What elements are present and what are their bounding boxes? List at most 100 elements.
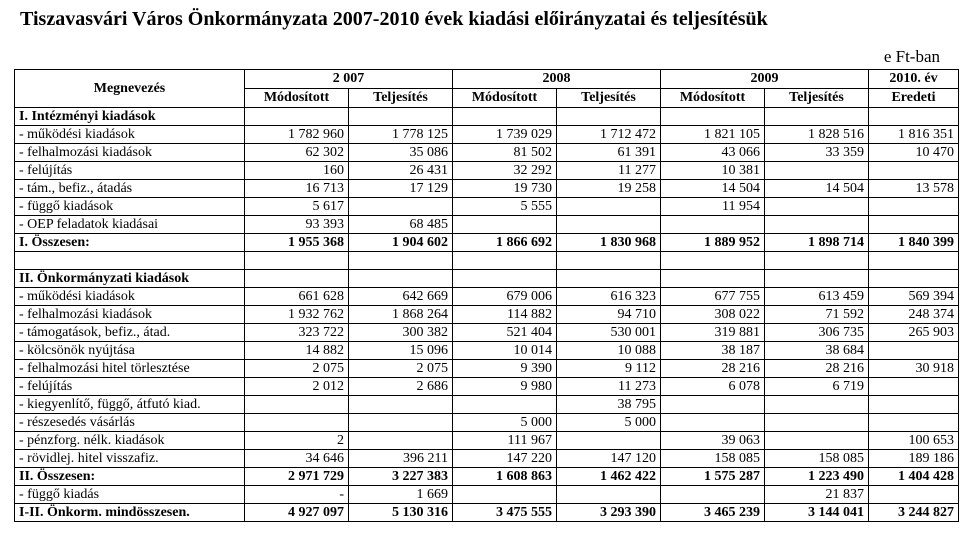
cell: 35 086 (349, 144, 453, 162)
cell (245, 270, 349, 288)
cell (245, 396, 349, 414)
cell: 14 882 (245, 342, 349, 360)
table-row: I. Összesen:1 955 3681 904 6021 866 6921… (15, 234, 959, 252)
cell (765, 198, 869, 216)
cell (453, 252, 557, 270)
table-row: - függő kiadások5 6175 55511 954 (15, 198, 959, 216)
cell: 3 293 390 (557, 504, 661, 522)
row-label: - működési kiadások (15, 126, 245, 144)
cell (765, 270, 869, 288)
cell: 1 462 422 (557, 468, 661, 486)
cell (557, 216, 661, 234)
row-label: I-II. Önkorm. mindösszesen. (15, 504, 245, 522)
cell (765, 216, 869, 234)
cell: 11 273 (557, 378, 661, 396)
cell: 308 022 (661, 306, 765, 324)
cell: 158 085 (765, 450, 869, 468)
cell: 9 980 (453, 378, 557, 396)
cell (765, 414, 869, 432)
cell (453, 486, 557, 504)
table-row: - OEP feladatok kiadásai93 39368 485 (15, 216, 959, 234)
table-row: - felhalmozási kiadások1 932 7621 868 26… (15, 306, 959, 324)
cell: 1 404 428 (869, 468, 959, 486)
cell (453, 108, 557, 126)
cell: 2 (245, 432, 349, 450)
cell: 19 730 (453, 180, 557, 198)
cell (349, 252, 453, 270)
row-label: - felújítás (15, 378, 245, 396)
cell (245, 108, 349, 126)
cell (869, 162, 959, 180)
cell: 14 504 (661, 180, 765, 198)
row-label: II. Önkormányzati kiadások (15, 270, 245, 288)
row-label: - felhalmozási hitel törlesztése (15, 360, 245, 378)
row-label: - felhalmozási kiadások (15, 306, 245, 324)
cell: 319 881 (661, 324, 765, 342)
cell: 265 903 (869, 324, 959, 342)
cell: 1 739 029 (453, 126, 557, 144)
cell: 1 866 692 (453, 234, 557, 252)
cell: 642 669 (349, 288, 453, 306)
table-row: - támogatások, befiz., átad.323 722300 3… (15, 324, 959, 342)
table-row: - felhalmozási hitel törlesztése2 0752 0… (15, 360, 959, 378)
cell: 32 292 (453, 162, 557, 180)
cell: 569 394 (869, 288, 959, 306)
table-row: II. Összesen:2 971 7293 227 3831 608 863… (15, 468, 959, 486)
cell: 71 592 (765, 306, 869, 324)
cell (765, 432, 869, 450)
cell: 5 000 (453, 414, 557, 432)
cell: 33 359 (765, 144, 869, 162)
cell (349, 432, 453, 450)
cell: 94 710 (557, 306, 661, 324)
table-row: - függő kiadás-1 66921 837 (15, 486, 959, 504)
row-label: - kiegyenlítő, függő, átfutó kiad. (15, 396, 245, 414)
cell: 616 323 (557, 288, 661, 306)
cell: 160 (245, 162, 349, 180)
cell: 26 431 (349, 162, 453, 180)
cell: 43 066 (661, 144, 765, 162)
cell: 3 227 383 (349, 468, 453, 486)
cell: 28 216 (661, 360, 765, 378)
cell: 17 129 (349, 180, 453, 198)
cell (661, 414, 765, 432)
cell: 613 459 (765, 288, 869, 306)
cell (557, 198, 661, 216)
cell: 111 967 (453, 432, 557, 450)
cell: 3 465 239 (661, 504, 765, 522)
row-label: - kölcsönök nyújtása (15, 342, 245, 360)
table-row: - tám., befiz., átadás16 71317 12919 730… (15, 180, 959, 198)
cell: 1 712 472 (557, 126, 661, 144)
cell (869, 270, 959, 288)
cell: 61 391 (557, 144, 661, 162)
cell: 11 954 (661, 198, 765, 216)
table-row: - pénzforg. nélk. kiadások2111 96739 063… (15, 432, 959, 450)
page-title: Tiszavasvári Város Önkormányzata 2007-20… (20, 8, 946, 31)
cell: 13 578 (869, 180, 959, 198)
cell: 147 120 (557, 450, 661, 468)
row-label: - részesedés vásárlás (15, 414, 245, 432)
cell: 530 001 (557, 324, 661, 342)
table-row: - kiegyenlítő, függő, átfutó kiad.38 795 (15, 396, 959, 414)
cell (453, 270, 557, 288)
row-label: - felhalmozási kiadások (15, 144, 245, 162)
header-sub-4: Módosított (661, 89, 765, 108)
cell: 147 220 (453, 450, 557, 468)
header-year-3: 2010. év (869, 70, 959, 89)
cell: 21 837 (765, 486, 869, 504)
table-row: - rövidlej. hitel visszafiz.34 646396 21… (15, 450, 959, 468)
cell (453, 216, 557, 234)
row-label: I. Összesen: (15, 234, 245, 252)
table-row: - részesedés vásárlás5 0005 000 (15, 414, 959, 432)
cell: 1 816 351 (869, 126, 959, 144)
cell: 9 390 (453, 360, 557, 378)
unit-label: e Ft-ban (14, 47, 940, 67)
cell: 1 782 960 (245, 126, 349, 144)
cell (765, 108, 869, 126)
header-sub-6: Eredeti (869, 89, 959, 108)
cell: 28 216 (765, 360, 869, 378)
cell: 15 096 (349, 342, 453, 360)
header-year-1: 2008 (453, 70, 661, 89)
cell (869, 108, 959, 126)
cell (349, 396, 453, 414)
cell: 1 904 602 (349, 234, 453, 252)
